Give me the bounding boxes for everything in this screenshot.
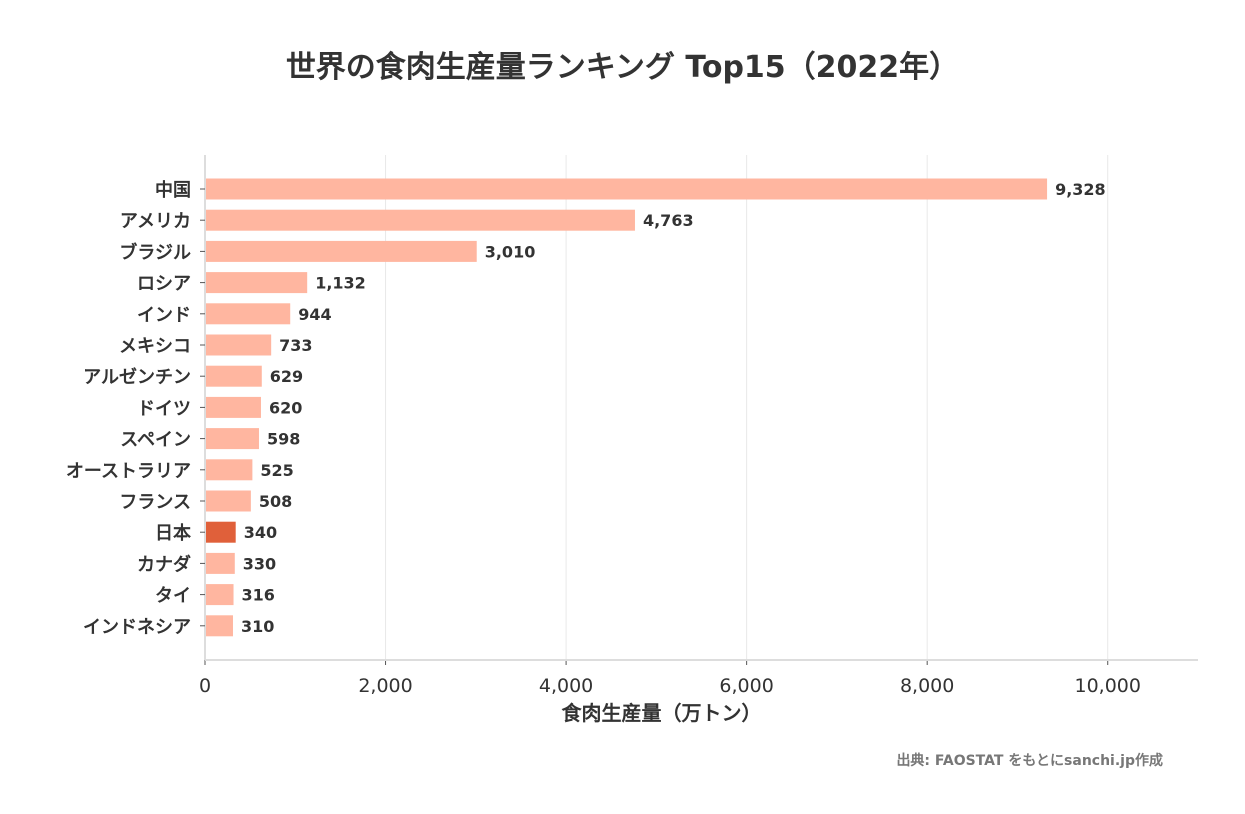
y-tick-label: ドイツ [137,398,191,419]
bar-2 [206,209,635,231]
bar-15 [206,615,233,637]
data-label: 620 [269,398,302,417]
data-label: 330 [243,554,276,573]
bar-1 [206,178,1048,200]
x-tick-label: 2,000 [358,675,412,697]
bar-5 [206,303,291,325]
bar-12 [206,521,236,543]
data-label: 316 [242,586,275,605]
bar-11 [206,490,251,512]
y-tick-label: スペイン [120,430,191,451]
x-tick-label: 4,000 [539,675,593,697]
x-tick-label: 6,000 [719,675,773,697]
data-label: 525 [260,461,293,480]
bar-13 [206,552,235,574]
data-label: 944 [298,305,331,324]
data-label: 598 [267,430,300,449]
y-tick-label: インド [137,305,191,326]
x-tick-label: 8,000 [900,675,954,697]
x-axis-label: 食肉生産量（万トン） [562,701,762,725]
data-label: 1,132 [315,274,366,293]
y-tick-label: カナダ [137,553,191,575]
y-tick-label: ロシア [137,274,191,295]
y-tick-label: タイ [155,586,191,607]
data-label: 629 [270,367,303,386]
y-tick-label: メキシコ [119,336,191,357]
y-tick-label: フランス [119,492,191,513]
data-label: 733 [279,336,312,355]
y-tick-label: 日本 [155,522,191,544]
y-tick-label: オーストラリア [66,461,191,482]
data-label: 4,763 [643,211,694,230]
y-tick-label: アメリカ [120,211,191,232]
data-label: 340 [244,523,277,542]
y-tick-label: 中国 [155,179,191,201]
bar-4 [206,272,308,294]
bar-6 [206,334,272,356]
source-note: 出典: FAOSTAT をもとにsanchi.jp作成 [896,753,1163,769]
data-label: 310 [241,617,274,636]
bar-14 [206,584,234,606]
bar-9 [206,428,259,450]
chart-title: 世界の食肉生産量ランキング Top15（2022年） [285,50,960,85]
y-tick-label: ブラジル [119,241,191,263]
bar-8 [206,396,261,418]
data-label: 9,328 [1055,180,1106,199]
x-tick-label: 0 [199,675,211,697]
y-tick-label: インドネシア [83,617,191,638]
bar-7 [206,365,262,387]
y-tick-label: アルゼンチン [83,366,191,388]
data-label: 3,010 [485,242,536,261]
bar-10 [206,459,253,481]
data-label: 508 [259,492,292,511]
bar-3 [206,240,477,262]
x-tick-label: 10,000 [1074,675,1140,697]
